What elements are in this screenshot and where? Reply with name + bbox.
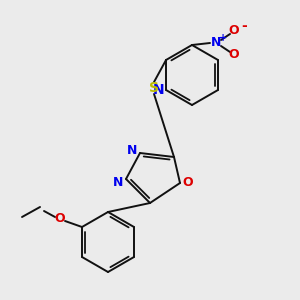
Text: N: N [127,145,137,158]
Text: S: S [149,81,159,95]
Text: O: O [55,212,65,226]
Text: N: N [153,83,165,97]
Text: O: O [229,49,239,62]
Text: N: N [211,37,221,50]
Text: O: O [229,25,239,38]
Text: O: O [183,176,193,190]
Text: N: N [113,176,123,188]
Text: -: - [241,19,247,33]
Text: +: + [219,33,227,43]
